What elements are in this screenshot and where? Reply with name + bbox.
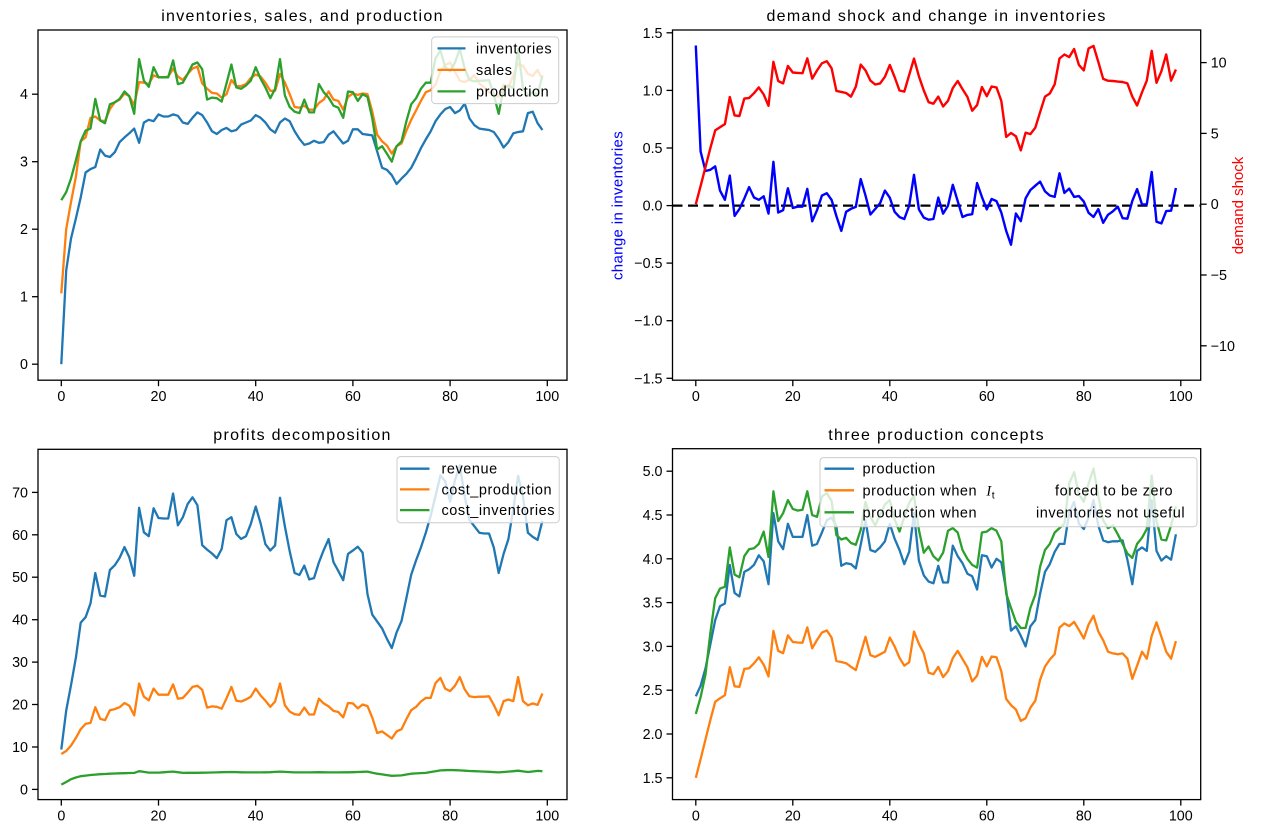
svg-text:20: 20 bbox=[151, 809, 167, 825]
svg-text:80: 80 bbox=[442, 389, 458, 405]
svg-text:revenue: revenue bbox=[442, 462, 498, 478]
svg-text:cost_production: cost_production bbox=[442, 482, 553, 498]
svg-text:forced to be zero: forced to be zero bbox=[1055, 483, 1173, 499]
svg-text:20: 20 bbox=[151, 389, 167, 405]
svg-text:−10: −10 bbox=[1211, 339, 1235, 355]
svg-text:−1.5: −1.5 bbox=[634, 371, 662, 387]
svg-text:1.5: 1.5 bbox=[643, 771, 663, 787]
svg-text:cost_inventories: cost_inventories bbox=[442, 503, 556, 519]
svg-text:3: 3 bbox=[20, 155, 28, 171]
svg-text:3.5: 3.5 bbox=[643, 596, 663, 612]
svg-text:demand shock: demand shock bbox=[1230, 156, 1247, 254]
svg-text:20: 20 bbox=[785, 809, 801, 825]
svg-text:60: 60 bbox=[979, 809, 995, 825]
svg-text:4.5: 4.5 bbox=[643, 508, 663, 524]
svg-text:40: 40 bbox=[248, 809, 264, 825]
svg-text:40: 40 bbox=[12, 613, 28, 629]
svg-text:change in inventories: change in inventories bbox=[610, 131, 627, 280]
svg-text:2.5: 2.5 bbox=[643, 683, 663, 699]
svg-text:sales: sales bbox=[476, 63, 513, 79]
svg-text:−1.0: −1.0 bbox=[634, 314, 662, 330]
svg-text:2: 2 bbox=[20, 222, 28, 238]
svg-text:−5: −5 bbox=[1211, 268, 1227, 284]
svg-text:100: 100 bbox=[1169, 809, 1193, 825]
svg-text:production: production bbox=[476, 84, 549, 100]
svg-text:demand shock and change in inv: demand shock and change in inventories bbox=[766, 8, 1106, 25]
svg-text:40: 40 bbox=[248, 389, 264, 405]
svg-text:0: 0 bbox=[20, 782, 28, 798]
svg-text:inventories: inventories bbox=[476, 41, 552, 57]
svg-text:1.5: 1.5 bbox=[643, 26, 663, 42]
svg-text:20: 20 bbox=[12, 698, 28, 714]
svg-text:60: 60 bbox=[979, 389, 995, 405]
svg-text:80: 80 bbox=[442, 809, 458, 825]
svg-text:production when It: production when It bbox=[863, 483, 996, 501]
svg-text:−0.5: −0.5 bbox=[634, 256, 662, 272]
svg-text:production: production bbox=[863, 462, 936, 478]
svg-text:3.0: 3.0 bbox=[643, 639, 663, 655]
svg-text:0: 0 bbox=[692, 389, 700, 405]
svg-text:10: 10 bbox=[1211, 56, 1227, 72]
svg-text:1.0: 1.0 bbox=[643, 83, 663, 99]
svg-text:80: 80 bbox=[1076, 809, 1092, 825]
svg-text:80: 80 bbox=[1076, 389, 1092, 405]
svg-text:4: 4 bbox=[20, 87, 28, 103]
svg-text:40: 40 bbox=[882, 809, 898, 825]
svg-text:4.0: 4.0 bbox=[643, 552, 663, 568]
svg-text:5: 5 bbox=[1211, 126, 1219, 142]
svg-text:inventories not useful: inventories not useful bbox=[1036, 505, 1185, 521]
svg-text:100: 100 bbox=[1169, 389, 1193, 405]
svg-text:0: 0 bbox=[20, 357, 28, 373]
svg-text:inventories, sales, and produc: inventories, sales, and production bbox=[161, 8, 444, 25]
svg-text:three production concepts: three production concepts bbox=[828, 427, 1045, 444]
svg-text:20: 20 bbox=[785, 389, 801, 405]
svg-text:5.0: 5.0 bbox=[643, 464, 663, 480]
svg-text:60: 60 bbox=[12, 528, 28, 544]
svg-text:0: 0 bbox=[1211, 197, 1219, 213]
svg-text:100: 100 bbox=[535, 389, 559, 405]
svg-text:60: 60 bbox=[345, 809, 361, 825]
svg-text:60: 60 bbox=[345, 389, 361, 405]
svg-text:0: 0 bbox=[692, 809, 700, 825]
svg-text:50: 50 bbox=[12, 570, 28, 586]
svg-text:0.0: 0.0 bbox=[643, 199, 663, 215]
svg-text:2.0: 2.0 bbox=[643, 727, 663, 743]
svg-text:100: 100 bbox=[535, 809, 559, 825]
svg-text:1: 1 bbox=[20, 290, 28, 306]
svg-text:70: 70 bbox=[12, 485, 28, 501]
svg-text:40: 40 bbox=[882, 389, 898, 405]
svg-text:0: 0 bbox=[57, 809, 65, 825]
svg-text:0: 0 bbox=[57, 389, 65, 405]
svg-text:30: 30 bbox=[12, 655, 28, 671]
svg-text:10: 10 bbox=[12, 740, 28, 756]
svg-text:production when: production when bbox=[863, 505, 978, 521]
svg-text:profits decomposition: profits decomposition bbox=[213, 427, 392, 444]
svg-text:0.5: 0.5 bbox=[643, 141, 663, 157]
